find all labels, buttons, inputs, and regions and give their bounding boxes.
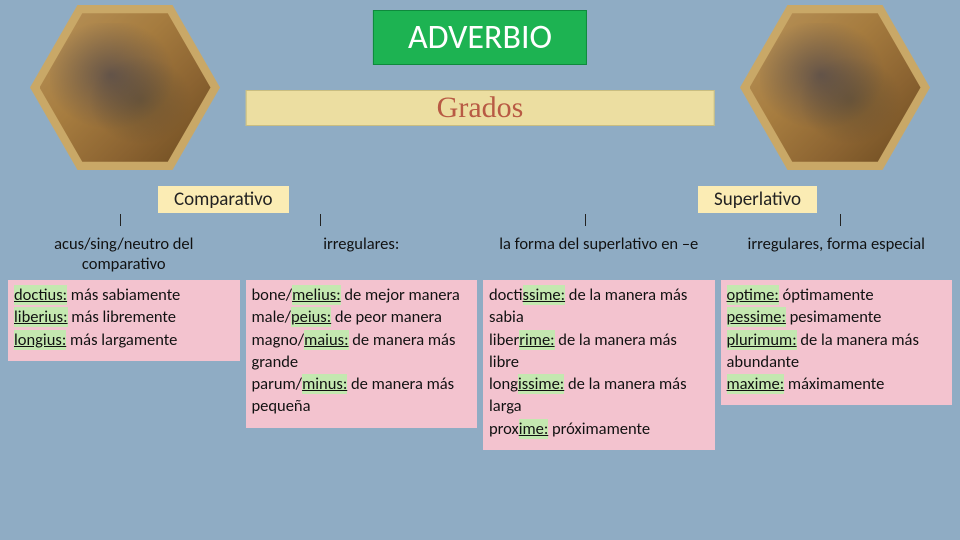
category-superlativo: Superlativo bbox=[698, 186, 817, 213]
connector-line bbox=[585, 214, 586, 226]
column-2: irregulares: bone/melius: de mejor maner… bbox=[246, 234, 478, 450]
decorative-hexagon-right bbox=[740, 5, 930, 170]
column-4-header: irregulares, forma especial bbox=[721, 234, 953, 280]
connector-line bbox=[120, 214, 121, 226]
decorative-hexagon-left bbox=[30, 5, 220, 170]
connector-line bbox=[840, 214, 841, 226]
column-2-header: irregulares: bbox=[246, 234, 478, 280]
column-3-header: la forma del superlativo en –e bbox=[483, 234, 715, 280]
column-4-body: optime: óptimamentepessime: pesimamentep… bbox=[721, 280, 953, 405]
column-2-body: bone/melius: de mejor maneramale/peius: … bbox=[246, 280, 478, 428]
column-1-body: doctius: más sabiamenteliberius: más lib… bbox=[8, 280, 240, 361]
column-1: acus/sing/neutro del comparativo doctius… bbox=[8, 234, 240, 450]
column-4: irregulares, forma especial optime: ópti… bbox=[721, 234, 953, 450]
column-3: la forma del superlativo en –e doctissim… bbox=[483, 234, 715, 450]
page-subtitle: Grados bbox=[246, 90, 715, 126]
column-1-header: acus/sing/neutro del comparativo bbox=[8, 234, 240, 280]
content-columns: acus/sing/neutro del comparativo doctius… bbox=[8, 234, 952, 450]
category-comparativo: Comparativo bbox=[158, 186, 289, 213]
column-3-body: doctissime: de la manera más sabialiberr… bbox=[483, 280, 715, 450]
page-title: ADVERBIO bbox=[373, 10, 587, 65]
connector-line bbox=[320, 214, 321, 226]
